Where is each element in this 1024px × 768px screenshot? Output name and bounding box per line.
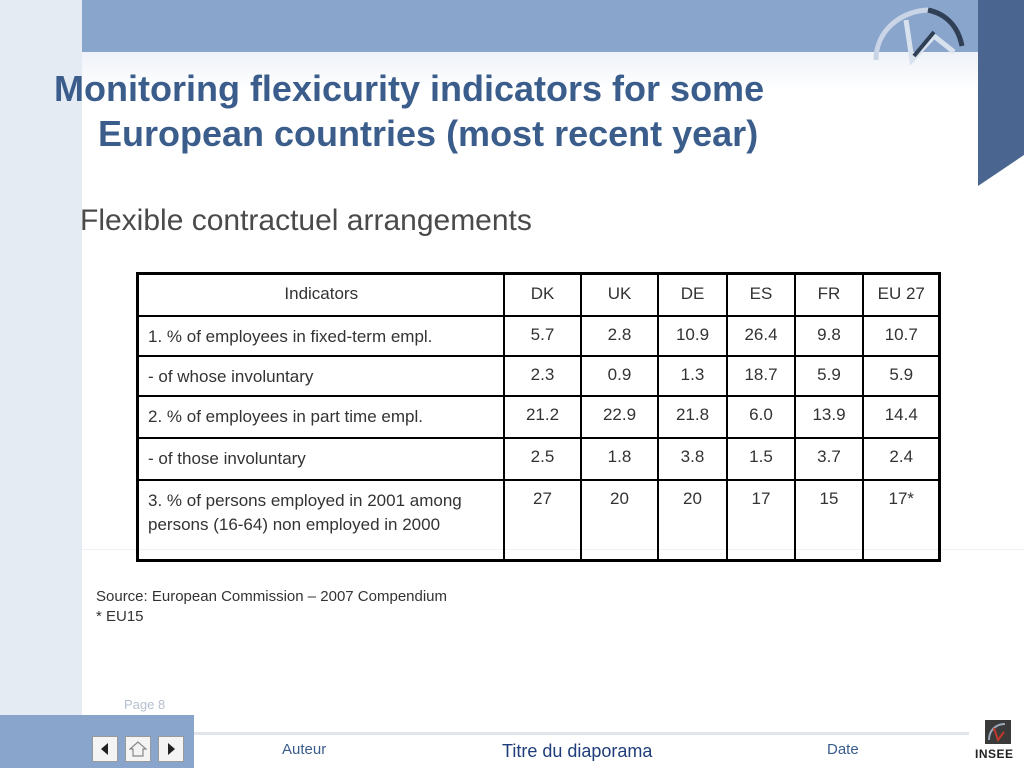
table-header-row: Indicators DK UK DE ES FR EU 27 (136, 272, 941, 317)
table-cell: 21.8 (656, 395, 728, 439)
previous-slide-button[interactable] (92, 736, 118, 762)
table-cell: 26.4 (725, 315, 796, 357)
table-cell: 1.5 (725, 437, 796, 481)
table-cell: 22.9 (579, 395, 659, 439)
source-notes: Source: European Commission – 2007 Compe… (96, 587, 447, 627)
column-header: EU 27 (861, 272, 941, 317)
table-cell: 27 (502, 479, 582, 562)
left-background-band (0, 0, 82, 715)
next-arrow-icon (168, 743, 175, 755)
table-cell: 3.8 (656, 437, 728, 481)
table-cell: 14.4 (861, 395, 941, 439)
top-background-band (82, 0, 978, 52)
table-cell: 20 (656, 479, 728, 562)
insee-logo-text: INSEE (975, 747, 1014, 761)
row-label: 1. % of employees in fixed-term empl. (136, 315, 505, 357)
column-header: DE (656, 272, 728, 317)
table-cell: 17 (725, 479, 796, 562)
table-cell: 13.9 (793, 395, 864, 439)
footer-rule (194, 732, 969, 735)
column-header: UK (579, 272, 659, 317)
previous-arrow-icon (101, 743, 108, 755)
next-slide-button[interactable] (158, 736, 184, 762)
table-cell: 20 (579, 479, 659, 562)
indicators-table: Indicators DK UK DE ES FR EU 27 1. % of … (136, 272, 941, 562)
slide-title-line1: Monitoring flexicurity indicators for so… (54, 68, 765, 109)
table-row: - of whose involuntary 2.3 0.9 1.3 18.7 … (136, 355, 941, 397)
row-label: - of whose involuntary (136, 355, 505, 397)
row-label: - of those involuntary (136, 437, 505, 481)
column-header: DK (502, 272, 582, 317)
footer-date: Date (827, 741, 859, 758)
table-cell: 21.2 (502, 395, 582, 439)
source-text: Source: European Commission – 2007 Compe… (96, 588, 448, 605)
arc-logo-icon (873, 7, 965, 66)
home-button[interactable] (125, 736, 151, 762)
table-cell: 2.8 (579, 315, 659, 357)
page-number: Page 8 (124, 697, 166, 712)
footnote-text: * EU15 (96, 608, 144, 625)
table-cell: 3.7 (793, 437, 864, 481)
table-cell: 1.8 (579, 437, 659, 481)
column-header: FR (793, 272, 864, 317)
footer-presentation-title: Titre du diaporama (502, 741, 653, 761)
table-cell: 10.7 (861, 315, 941, 357)
slide-title-line2: European countries (most recent year) (98, 113, 759, 154)
slide-subtitle: Flexible contractuel arrangements (80, 204, 532, 237)
slide-title: Monitoring flexicurity indicators for so… (54, 66, 914, 156)
table-cell: 18.7 (725, 355, 796, 397)
insee-logo-icon (985, 720, 1011, 744)
column-header: ES (725, 272, 796, 317)
column-header: Indicators (136, 272, 505, 317)
table-cell: 6.0 (725, 395, 796, 439)
top-pale-band (82, 52, 978, 90)
footer-author: Auteur (282, 741, 327, 758)
table-cell: 2.3 (502, 355, 582, 397)
table-row: 2. % of employees in part time empl. 21.… (136, 395, 941, 439)
table-cell: 10.9 (656, 315, 728, 357)
table-cell: 0.9 (579, 355, 659, 397)
row-label: 3. % of persons employed in 2001 among p… (136, 479, 505, 562)
table-row: 1. % of employees in fixed-term empl. 5.… (136, 315, 941, 357)
table-cell: 2.4 (861, 437, 941, 481)
table-cell: 5.9 (861, 355, 941, 397)
table-cell: 1.3 (656, 355, 728, 397)
table-row: 3. % of persons employed in 2001 among p… (136, 479, 941, 562)
row-label: 2. % of employees in part time empl. (136, 395, 505, 439)
table-cell: 5.7 (502, 315, 582, 357)
table-cell: 5.9 (793, 355, 864, 397)
table-cell: 9.8 (793, 315, 864, 357)
table-cell: 17* (861, 479, 941, 562)
home-icon (129, 741, 147, 757)
table-cell: 15 (793, 479, 864, 562)
table-cell: 2.5 (502, 437, 582, 481)
right-corner-strip (978, 0, 1024, 186)
table-row: - of those involuntary 2.5 1.8 3.8 1.5 3… (136, 437, 941, 481)
